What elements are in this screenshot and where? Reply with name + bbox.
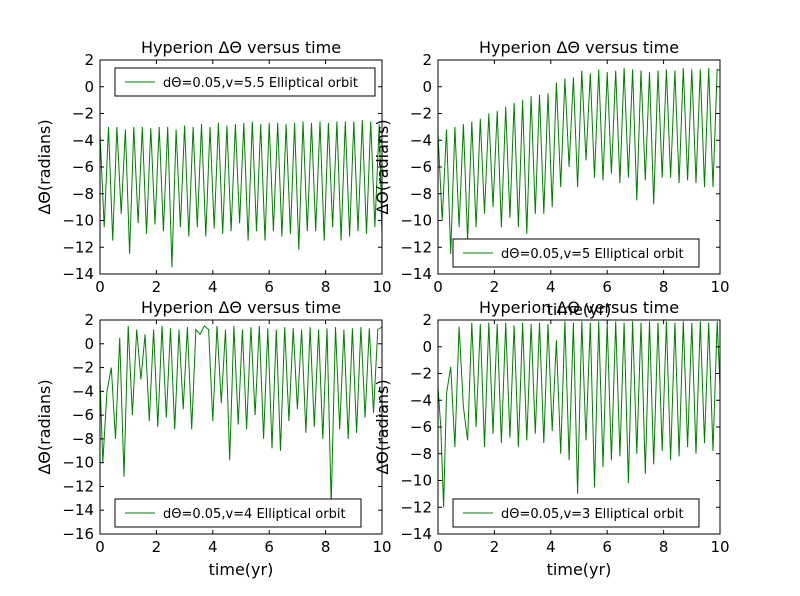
y-tick-label: −4 [410, 391, 432, 409]
legend-box [452, 238, 700, 268]
x-tick-label: 4 [546, 538, 556, 556]
axes-frame [99, 319, 383, 535]
y-tick-label: 2 [84, 311, 94, 329]
x-tick-label: 6 [602, 538, 612, 556]
y-axis-label: ΔΘ(radians) [373, 119, 392, 214]
x-tick-label: 8 [659, 538, 669, 556]
chart-title: Hyperion ΔΘ versus time [141, 298, 341, 317]
legend-box [452, 498, 700, 528]
y-tick-label: −8 [410, 445, 432, 463]
chart-panel-3: 0 2 4 6 8 10 2 0 −2 −4 −6 −8 −10 −12 −14 −16 Hyperion ΔΘ… [35, 298, 392, 579]
y-tick-label: −2 [72, 359, 94, 377]
x-tick-label: 0 [433, 278, 443, 296]
y-tick-label: −10 [62, 212, 94, 230]
series-line-1 [100, 325, 382, 505]
x-tick-label: 0 [433, 538, 443, 556]
y-tick-label: −4 [72, 382, 94, 400]
x-tick-label: 2 [152, 538, 162, 556]
chart-title: Hyperion ΔΘ versus time [479, 298, 679, 317]
legend-box [114, 67, 376, 97]
y-tick-label: −12 [62, 238, 94, 256]
y-tick-label: 0 [84, 335, 94, 353]
chart-panel-1: 0 2 4 6 8 10 2 0 −2 −4 −6 −8 −10 −12 −14 Hyperion ΔΘ ve… [35, 38, 392, 296]
y-tick-label: −6 [410, 418, 432, 436]
chart-panel-2: 0 2 4 6 8 10 2 0 −2 −4 −6 −8 −10 −12 −14 Hyperion ΔΘ ve… [373, 38, 730, 319]
x-tick-label: 6 [264, 538, 274, 556]
chart-panel-4: 0 2 4 6 8 10 2 0 −2 −4 −6 −8 −10 −12 −14 Hyperion ΔΘ ve… [373, 298, 730, 579]
y-tick-label: 0 [422, 338, 432, 356]
x-tick-label: 6 [264, 278, 274, 296]
x-tick-label: 0 [95, 538, 105, 556]
y-tick-label: −10 [400, 472, 432, 490]
y-axis-label: ΔΘ(radians) [35, 119, 54, 214]
x-tick-label: 8 [659, 278, 669, 296]
x-tick-label: 4 [546, 278, 556, 296]
x-tick-label: 10 [710, 278, 729, 296]
y-axis-label: ΔΘ(radians) [373, 379, 392, 474]
y-tick-label: −6 [72, 406, 94, 424]
series-line-1 [100, 120, 382, 268]
y-tick-label: −14 [400, 525, 432, 543]
y-tick-label: −6 [72, 158, 94, 176]
legend-label: dΘ=0.05,v=4 Elliptical orbit [163, 507, 346, 522]
x-tick-label: 10 [372, 538, 391, 556]
y-tick-label: −8 [410, 185, 432, 203]
x-tick-label: 4 [208, 538, 218, 556]
y-tick-label: −4 [72, 131, 94, 149]
x-tick-label: 2 [152, 278, 162, 296]
y-tick-label: −10 [400, 212, 432, 230]
x-axis-label: time(yr) [209, 560, 274, 579]
y-tick-label: 2 [422, 311, 432, 329]
y-tick-label: 2 [422, 51, 432, 69]
series-line-1 [438, 321, 720, 508]
y-tick-label: −14 [62, 265, 94, 283]
x-tick-label: 8 [321, 278, 331, 296]
y-tick-label: −2 [72, 105, 94, 123]
y-tick-label: 0 [422, 78, 432, 96]
x-tick-label: 10 [710, 538, 729, 556]
y-tick-label: −4 [410, 131, 432, 149]
x-tick-label: 10 [372, 278, 391, 296]
y-tick-label: −14 [62, 501, 94, 519]
y-tick-label: −12 [62, 477, 94, 495]
x-tick-label: 4 [208, 278, 218, 296]
x-tick-label: 2 [490, 278, 500, 296]
y-tick-label: 0 [84, 78, 94, 96]
legend-label: dΘ=0.05,v=3 Elliptical orbit [501, 507, 684, 522]
x-tick-label: 6 [602, 278, 612, 296]
x-tick-label: 0 [95, 278, 105, 296]
y-tick-label: 2 [84, 51, 94, 69]
legend-label: dΘ=0.05,v=5.5 Elliptical orbit [163, 76, 358, 91]
y-tick-label: −2 [410, 365, 432, 383]
series-line-1 [438, 67, 720, 254]
y-tick-label: −8 [72, 430, 94, 448]
legend-label: dΘ=0.05,v=5 Elliptical orbit [501, 247, 684, 262]
y-tick-label: −12 [400, 498, 432, 516]
y-axis-label: ΔΘ(radians) [35, 379, 54, 474]
chart-title: Hyperion ΔΘ versus time [141, 38, 341, 57]
y-tick-label: −8 [72, 185, 94, 203]
legend-box [114, 498, 362, 528]
y-tick-label: −2 [410, 105, 432, 123]
y-tick-label: −14 [400, 265, 432, 283]
y-tick-label: −12 [400, 238, 432, 256]
x-tick-label: 8 [321, 538, 331, 556]
x-tick-label: 2 [490, 538, 500, 556]
x-axis-label: time(yr) [547, 560, 612, 579]
y-tick-label: −6 [410, 158, 432, 176]
chart-title: Hyperion ΔΘ versus time [479, 38, 679, 57]
x-axis-label: time(yr) [547, 300, 612, 319]
y-tick-label: −10 [62, 454, 94, 472]
y-tick-label: −16 [62, 525, 94, 543]
